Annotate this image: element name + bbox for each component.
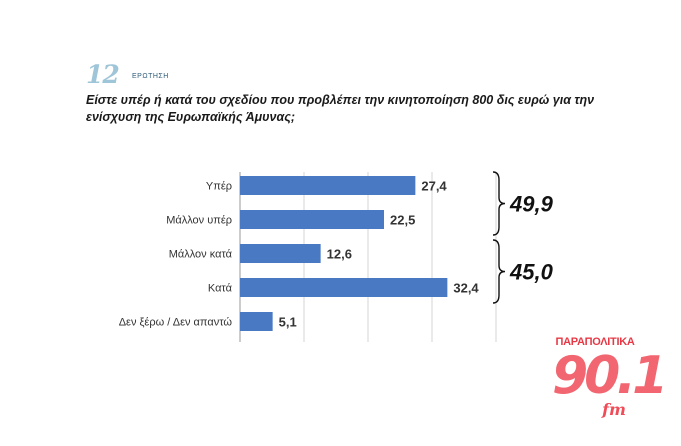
- question-text: Είστε υπέρ ή κατά του σχεδίου που προβλέ…: [86, 93, 595, 124]
- bar: [240, 244, 321, 263]
- logo-top-text: ΠΑΡΑΠΟΛΙΤΙΚΑ: [555, 336, 635, 348]
- value-label: 12,6: [327, 247, 352, 262]
- group-brace: [492, 171, 506, 236]
- category-label: Μάλλον κατά: [169, 249, 233, 261]
- category-label: Υπέρ: [206, 181, 232, 193]
- logo-fm: fm: [602, 400, 626, 419]
- logo-frequency: 90.1: [552, 346, 668, 406]
- bar: [240, 312, 273, 331]
- group-brace: [492, 239, 506, 304]
- group-total-label: 49,9: [509, 192, 554, 217]
- value-label: 22,5: [390, 213, 415, 228]
- station-logo: ΠΑΡΑΠΟΛΙΤΙΚΑ 90.1 fm: [552, 336, 668, 428]
- value-label: 27,4: [421, 179, 447, 194]
- bar: [240, 278, 448, 297]
- bar: [240, 176, 416, 195]
- value-label: 32,4: [453, 281, 479, 296]
- bar: [240, 210, 384, 229]
- question-word: ΕΡΩΤΗΣΗ: [132, 73, 169, 80]
- group-total-label: 45,0: [509, 260, 554, 285]
- value-label: 5,1: [279, 315, 297, 330]
- category-label: Μάλλον υπέρ: [166, 215, 232, 227]
- category-label: Δεν ξέρω / Δεν απαντώ: [119, 317, 233, 329]
- question-number: 12: [86, 60, 120, 89]
- category-label: Κατά: [208, 283, 233, 295]
